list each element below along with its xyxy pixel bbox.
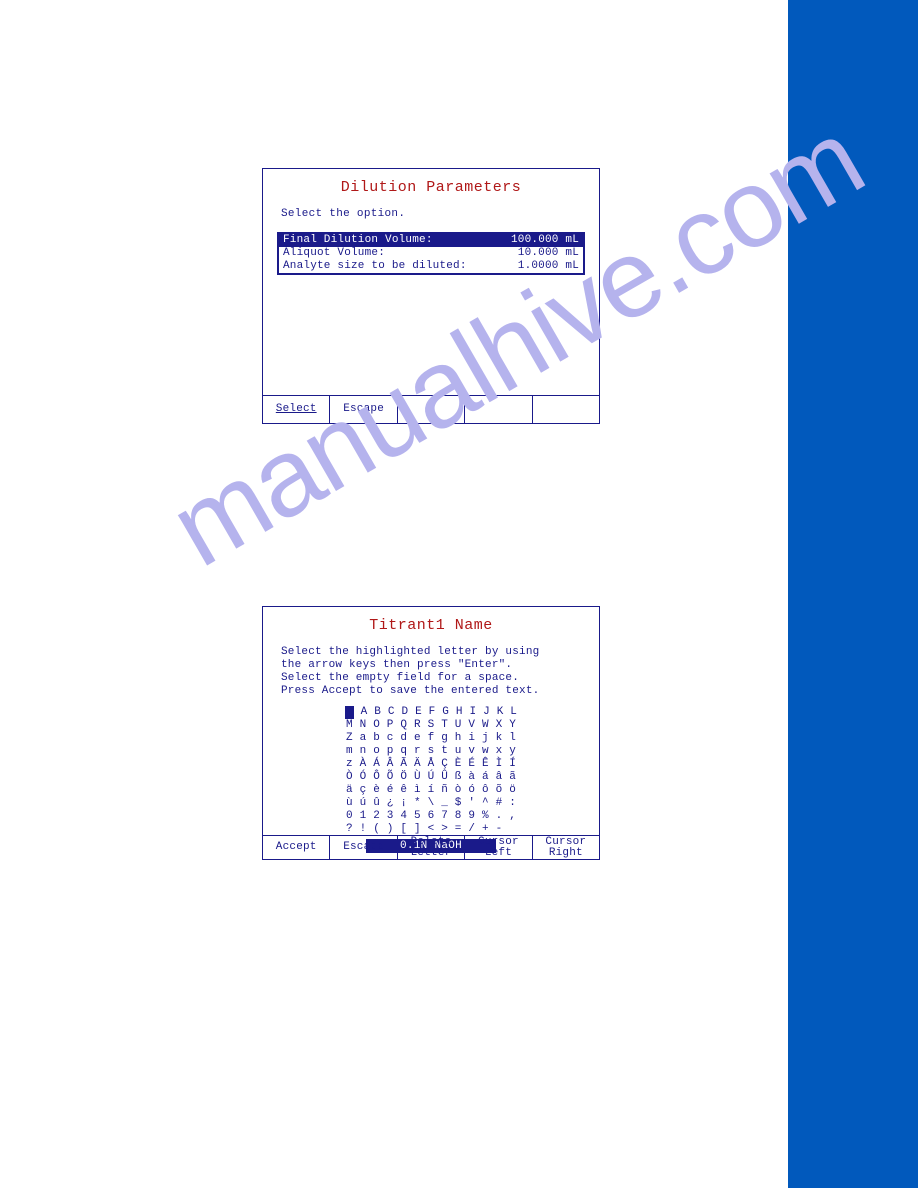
char-row: A B C D E F G H I J K L: [263, 706, 599, 719]
titrant-name-dialog: Titrant1 Name Select the highlighted let…: [262, 606, 600, 860]
delete-letter-button[interactable]: DeleteLetter: [398, 836, 465, 859]
cursor-left-button[interactable]: CursorLeft: [465, 836, 532, 859]
char-row: ù ú û ¿ ¡ * \ _ $ ' ^ # :: [263, 797, 599, 810]
accept-button[interactable]: Accept: [263, 836, 330, 859]
option-final-dilution[interactable]: Final Dilution Volume: 100.000 mL: [279, 234, 583, 247]
option-value: 100.000 mL: [511, 234, 579, 247]
instruction-line: Press Accept to save the entered text.: [281, 685, 581, 698]
char-row: ä ç è é ê ì í ñ ò ó ô õ ö: [263, 784, 599, 797]
char-row: M N O P Q R S T U V W X Y: [263, 719, 599, 732]
char-row: Ò Ó Ô Õ Ö Ù Ú Û ß à á â ã: [263, 771, 599, 784]
option-label: Final Dilution Volume:: [283, 234, 433, 247]
option-value: 10.000 mL: [518, 247, 579, 260]
option-label: Aliquot Volume:: [283, 247, 385, 260]
dilution-parameters-dialog: Dilution Parameters Select the option. F…: [262, 168, 600, 424]
dialog2-instructions: Select the highlighted letter by using t…: [263, 642, 599, 704]
escape-button[interactable]: Escape: [330, 836, 397, 859]
char-row: 0 1 2 3 4 5 6 7 8 9 % . ,: [263, 810, 599, 823]
option-analyte-size[interactable]: Analyte size to be diluted: 1.0000 mL: [279, 260, 583, 273]
char-row: Z a b c d e f g h i j k l: [263, 732, 599, 745]
dialog1-prompt: Select the option.: [263, 204, 599, 228]
empty-button-1: [398, 396, 465, 423]
instruction-line: Select the empty field for a space.: [281, 672, 581, 685]
dialog1-title: Dilution Parameters: [263, 169, 599, 204]
dialog1-button-row: Select Escape: [263, 395, 599, 423]
escape-button[interactable]: Escape: [330, 396, 397, 423]
empty-button-3: [533, 396, 599, 423]
character-grid[interactable]: A B C D E F G H I J K LM N O P Q R S T U…: [263, 704, 599, 836]
char-row: m n o p q r s t u v w x y: [263, 745, 599, 758]
dialog2-title: Titrant1 Name: [263, 607, 599, 642]
option-aliquot-volume[interactable]: Aliquot Volume: 10.000 mL: [279, 247, 583, 260]
instruction-line: Select the highlighted letter by using: [281, 646, 581, 659]
option-box: Final Dilution Volume: 100.000 mL Aliquo…: [277, 232, 585, 275]
instruction-line: the arrow keys then press "Enter".: [281, 659, 581, 672]
right-sidebar: [788, 0, 918, 1188]
dialog2-button-row: Accept Escape DeleteLetter CursorLeft Cu…: [263, 835, 599, 859]
char-row: z À Á Â Ã Ä Å Ç È É Ê Ì Í: [263, 758, 599, 771]
cursor-right-button[interactable]: CursorRight: [533, 836, 599, 859]
option-label: Analyte size to be diluted:: [283, 260, 467, 273]
select-button[interactable]: Select: [263, 396, 330, 423]
empty-button-2: [465, 396, 532, 423]
option-value: 1.0000 mL: [518, 260, 579, 273]
